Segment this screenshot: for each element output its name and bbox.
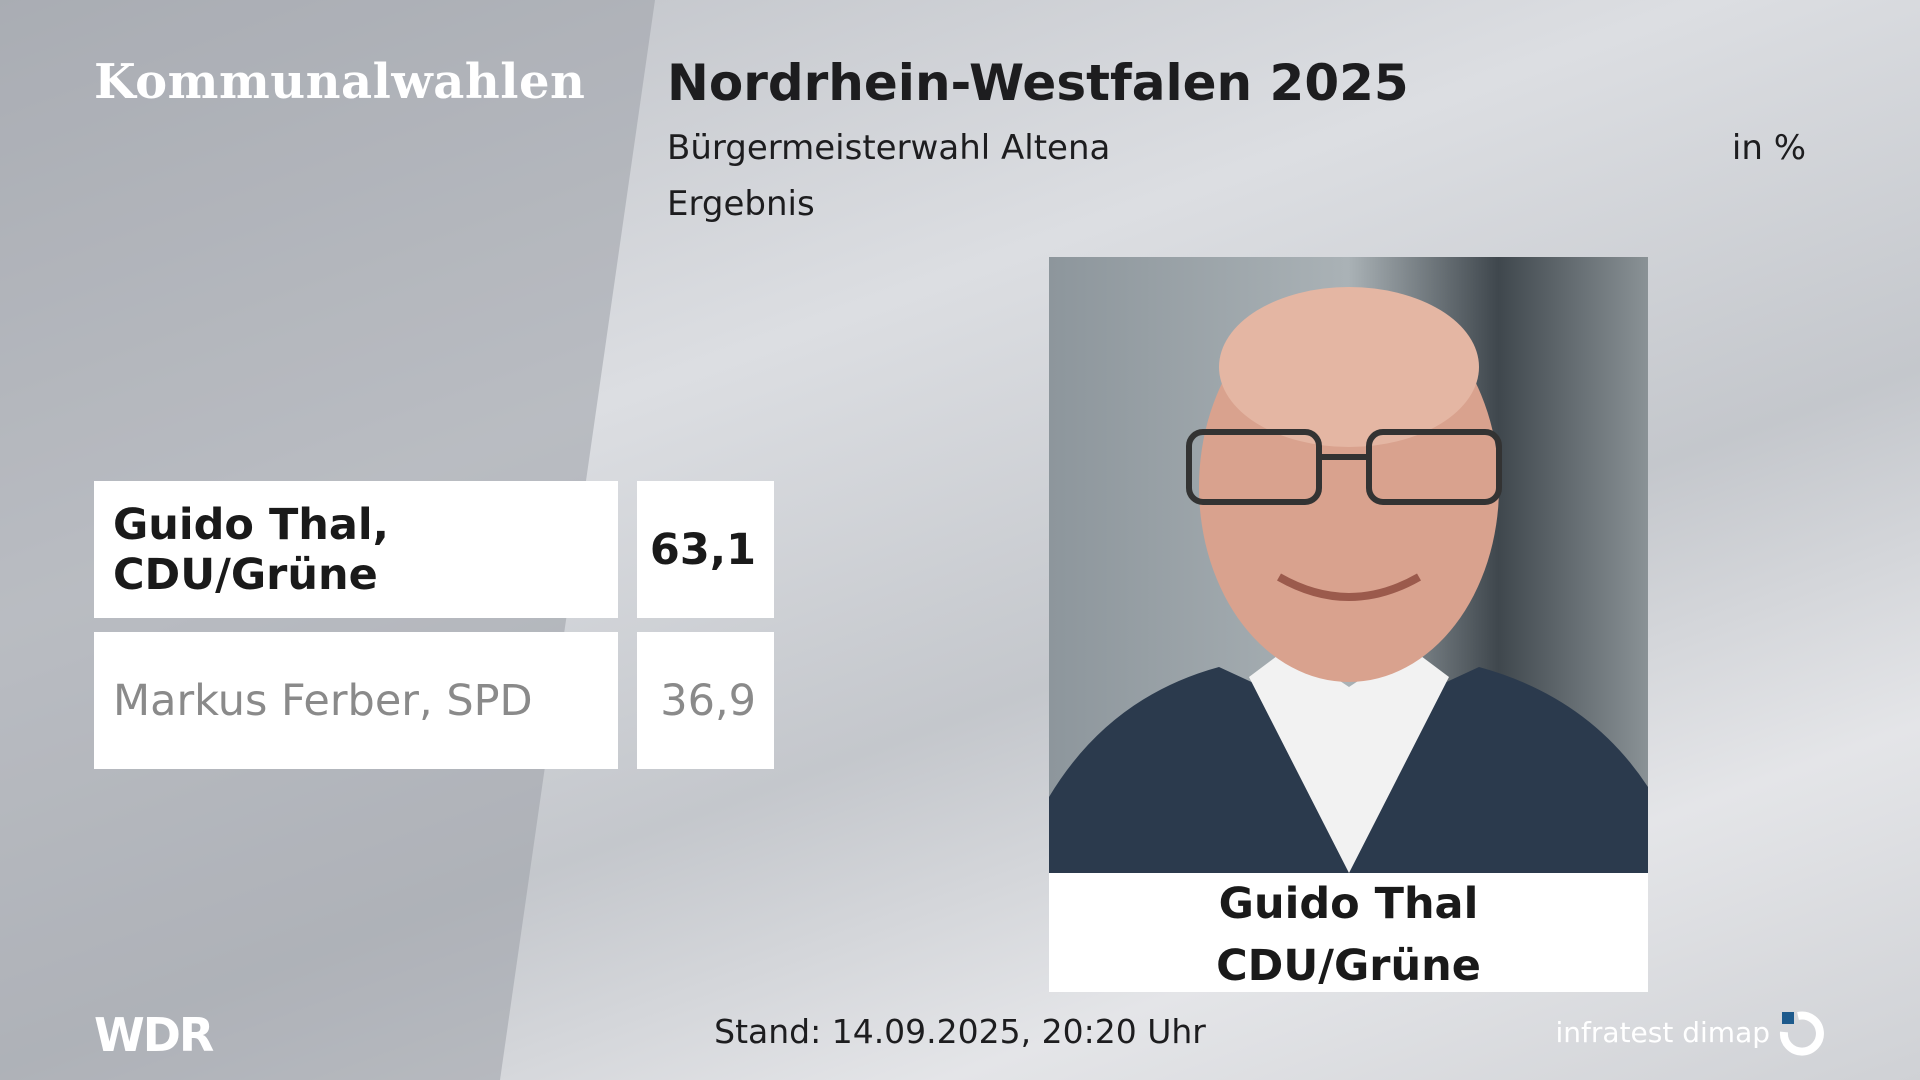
candidate-label: Markus Ferber, SPD xyxy=(94,632,618,769)
series-title: Kommunalwahlen xyxy=(94,54,586,110)
portrait-name: Guido Thal xyxy=(1218,879,1479,929)
status: Ergebnis xyxy=(667,184,815,224)
source: infratest dimap xyxy=(1555,1016,1770,1049)
portrait-caption: Guido Thal CDU/Grüne xyxy=(1049,873,1648,992)
timestamp: Stand: 14.09.2025, 20:20 Uhr xyxy=(714,1012,1206,1051)
portrait-party: CDU/Grüne xyxy=(1216,941,1481,991)
title: Nordrhein-Westfalen 2025 xyxy=(667,54,1409,112)
candidate-label: Guido Thal, CDU/Grüne xyxy=(94,481,618,618)
portrait-photo xyxy=(1049,257,1648,873)
subtitle: Bürgermeisterwahl Altena xyxy=(667,128,1111,168)
candidate-value: 63,1 xyxy=(637,481,774,618)
broadcaster-logo: WDR xyxy=(94,1008,214,1062)
candidate-value: 36,9 xyxy=(637,632,774,769)
source-logo xyxy=(1779,1011,1824,1056)
unit: in % xyxy=(1731,128,1806,168)
